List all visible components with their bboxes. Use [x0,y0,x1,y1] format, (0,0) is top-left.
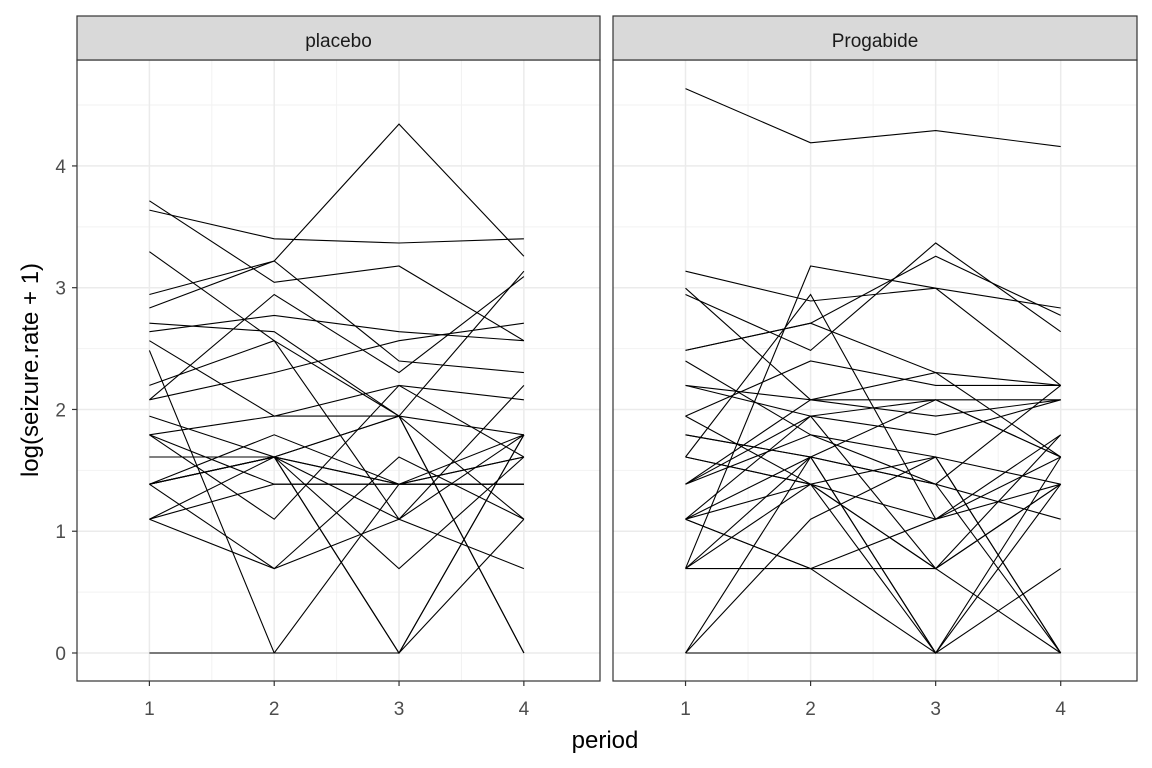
series-line-placebo-25 [149,123,525,296]
series-line-progabide-28 [684,265,1062,569]
series-line-placebo-27 [149,456,525,570]
series-line-progabide-17 [685,287,1061,417]
series-line-placebo-22 [149,456,525,485]
series-line-progabide-16 [685,360,1062,485]
series-line-progabide-31 [685,456,1061,570]
series-line-progabide-25 [685,242,1062,352]
y-tick-label: 2 [55,400,66,421]
panel-background [77,60,600,681]
series-line-placebo-28 [149,314,524,342]
x-tick-label: 3 [930,699,941,720]
series-line-progabide-23 [685,384,1061,436]
series-line-placebo-23 [149,434,525,520]
series-line-progabide-22 [685,456,1061,520]
y-tick-label: 1 [55,522,66,543]
series-line-progabide-10 [685,399,1061,485]
series-line-placebo-11 [149,251,525,417]
x-tick-label: 1 [144,699,155,720]
series-line-progabide-11 [685,293,1062,520]
series-line-progabide-27 [685,434,1061,485]
y-tick-label: 3 [55,279,66,300]
y-tick-label: 4 [55,157,66,178]
y-tick-label: 0 [55,644,66,665]
series-line-placebo-24 [149,340,525,521]
x-tick-label: 3 [394,699,405,720]
series-line-progabide-7 [685,270,1061,309]
x-tick-label: 2 [805,699,816,720]
series-line-placebo-5 [149,276,525,401]
series-line-placebo-26 [149,518,525,570]
series-line-placebo-6 [149,384,524,520]
series-line-progabide-2 [685,372,1062,458]
facet-strip [76,15,601,61]
series-line-progabide-29 [685,483,1062,654]
series-line-progabide-15 [685,255,1061,351]
series-line-placebo-12 [149,340,525,458]
facet-label-progabide: Progabide [832,31,919,52]
facet-strip [612,15,1138,61]
x-tick-label: 2 [269,699,280,720]
facet-label-placebo: placebo [305,31,372,52]
x-tick-label: 4 [519,699,530,720]
series-line-progabide-14 [685,434,1062,654]
x-tick-label: 4 [1055,699,1066,720]
series-line-placebo-14 [149,322,524,401]
x-tick-label: 1 [680,699,691,720]
series-line-placebo-9 [149,415,524,436]
series-line-placebo-7 [149,415,525,654]
series-line-placebo-15 [149,260,524,374]
series-line-progabide-19 [685,360,1061,417]
panel-background [613,60,1137,681]
x-axis-title: period [572,727,639,754]
series-line-placebo-8 [149,200,525,342]
series-line-progabide-21 [685,88,1061,148]
series-line-placebo-18 [149,209,524,244]
y-axis-title: log(seizure.rate + 1) [17,263,44,477]
series-line-placebo-17 [149,483,524,654]
